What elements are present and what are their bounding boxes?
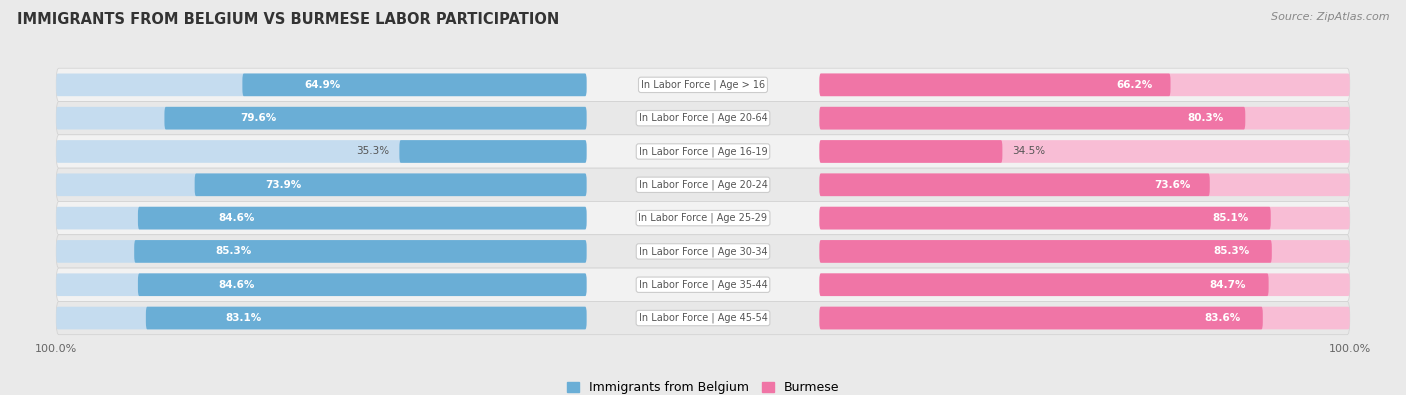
Text: 34.5%: 34.5%	[1012, 147, 1045, 156]
FancyBboxPatch shape	[138, 207, 586, 229]
FancyBboxPatch shape	[820, 273, 1350, 296]
Text: 83.6%: 83.6%	[1205, 313, 1240, 323]
Text: In Labor Force | Age 45-54: In Labor Force | Age 45-54	[638, 313, 768, 323]
Text: Source: ZipAtlas.com: Source: ZipAtlas.com	[1271, 12, 1389, 22]
FancyBboxPatch shape	[820, 107, 1350, 130]
Text: In Labor Force | Age 30-34: In Labor Force | Age 30-34	[638, 246, 768, 257]
FancyBboxPatch shape	[56, 173, 586, 196]
Legend: Immigrants from Belgium, Burmese: Immigrants from Belgium, Burmese	[567, 381, 839, 394]
Text: IMMIGRANTS FROM BELGIUM VS BURMESE LABOR PARTICIPATION: IMMIGRANTS FROM BELGIUM VS BURMESE LABOR…	[17, 12, 560, 27]
FancyBboxPatch shape	[242, 73, 586, 96]
FancyBboxPatch shape	[146, 307, 586, 329]
FancyBboxPatch shape	[820, 173, 1350, 196]
Text: In Labor Force | Age > 16: In Labor Force | Age > 16	[641, 80, 765, 90]
Text: 85.3%: 85.3%	[215, 246, 252, 256]
FancyBboxPatch shape	[56, 68, 1350, 102]
FancyBboxPatch shape	[134, 240, 586, 263]
FancyBboxPatch shape	[56, 73, 586, 96]
FancyBboxPatch shape	[56, 107, 586, 130]
Text: 85.1%: 85.1%	[1212, 213, 1249, 223]
FancyBboxPatch shape	[820, 273, 1268, 296]
Text: 80.3%: 80.3%	[1188, 113, 1225, 123]
FancyBboxPatch shape	[820, 207, 1350, 229]
Text: 84.6%: 84.6%	[219, 280, 254, 290]
FancyBboxPatch shape	[56, 307, 586, 329]
Text: 35.3%: 35.3%	[357, 147, 389, 156]
Text: In Labor Force | Age 25-29: In Labor Force | Age 25-29	[638, 213, 768, 223]
Text: 66.2%: 66.2%	[1116, 80, 1153, 90]
FancyBboxPatch shape	[56, 140, 586, 163]
FancyBboxPatch shape	[820, 107, 1246, 130]
FancyBboxPatch shape	[56, 235, 1350, 268]
FancyBboxPatch shape	[56, 240, 586, 263]
Text: 85.3%: 85.3%	[1213, 246, 1249, 256]
Text: 64.9%: 64.9%	[304, 80, 340, 90]
FancyBboxPatch shape	[138, 273, 586, 296]
FancyBboxPatch shape	[56, 268, 1350, 301]
FancyBboxPatch shape	[820, 240, 1272, 263]
FancyBboxPatch shape	[56, 135, 1350, 168]
Text: In Labor Force | Age 16-19: In Labor Force | Age 16-19	[638, 146, 768, 157]
FancyBboxPatch shape	[820, 207, 1271, 229]
FancyBboxPatch shape	[820, 307, 1350, 329]
FancyBboxPatch shape	[820, 173, 1209, 196]
FancyBboxPatch shape	[820, 240, 1350, 263]
FancyBboxPatch shape	[165, 107, 586, 130]
FancyBboxPatch shape	[820, 140, 1350, 163]
FancyBboxPatch shape	[820, 73, 1171, 96]
FancyBboxPatch shape	[56, 102, 1350, 135]
Text: 73.6%: 73.6%	[1154, 180, 1191, 190]
Text: 84.6%: 84.6%	[219, 213, 254, 223]
Text: In Labor Force | Age 20-24: In Labor Force | Age 20-24	[638, 180, 768, 190]
Text: In Labor Force | Age 35-44: In Labor Force | Age 35-44	[638, 280, 768, 290]
FancyBboxPatch shape	[820, 307, 1263, 329]
Text: In Labor Force | Age 20-64: In Labor Force | Age 20-64	[638, 113, 768, 123]
FancyBboxPatch shape	[56, 273, 586, 296]
FancyBboxPatch shape	[399, 140, 586, 163]
FancyBboxPatch shape	[820, 140, 1002, 163]
Text: 79.6%: 79.6%	[240, 113, 277, 123]
FancyBboxPatch shape	[194, 173, 586, 196]
FancyBboxPatch shape	[56, 168, 1350, 201]
Text: 83.1%: 83.1%	[225, 313, 262, 323]
FancyBboxPatch shape	[56, 207, 586, 229]
Text: 73.9%: 73.9%	[266, 180, 301, 190]
FancyBboxPatch shape	[820, 73, 1350, 96]
FancyBboxPatch shape	[56, 301, 1350, 335]
FancyBboxPatch shape	[56, 201, 1350, 235]
Text: 84.7%: 84.7%	[1209, 280, 1246, 290]
